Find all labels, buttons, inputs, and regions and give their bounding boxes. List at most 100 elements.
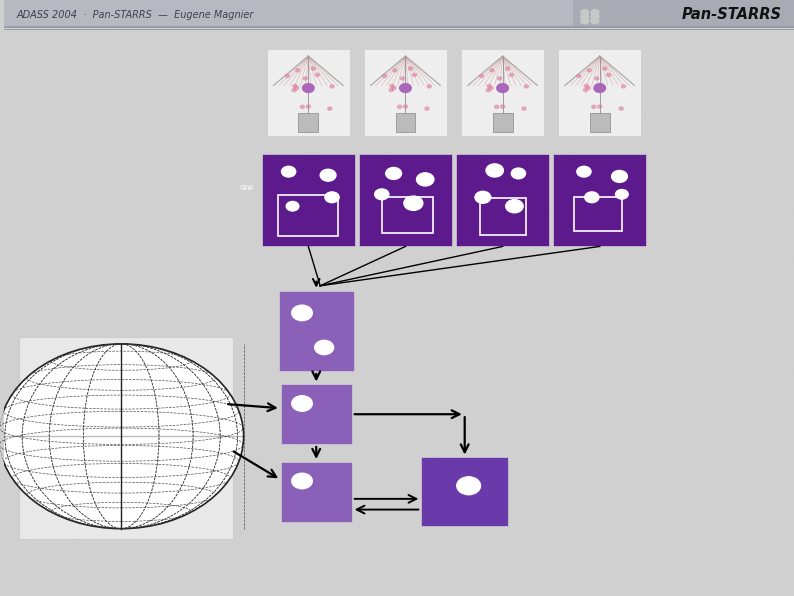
Circle shape xyxy=(489,86,493,89)
Circle shape xyxy=(457,477,480,495)
Circle shape xyxy=(417,173,434,186)
Text: raw: raw xyxy=(240,183,254,193)
Circle shape xyxy=(300,105,304,108)
Circle shape xyxy=(619,107,623,110)
Circle shape xyxy=(386,167,402,179)
Bar xyxy=(573,0,794,26)
Circle shape xyxy=(487,85,491,88)
Circle shape xyxy=(403,105,407,108)
Circle shape xyxy=(584,192,599,203)
Circle shape xyxy=(0,344,244,529)
Bar xyxy=(553,154,646,247)
Bar xyxy=(382,197,433,233)
Bar xyxy=(492,113,513,132)
Bar xyxy=(480,198,526,235)
Bar xyxy=(558,49,642,136)
Circle shape xyxy=(591,14,599,20)
Bar xyxy=(590,113,610,132)
Circle shape xyxy=(393,69,397,72)
Circle shape xyxy=(584,85,588,88)
Circle shape xyxy=(580,14,588,20)
Circle shape xyxy=(607,73,611,76)
Bar xyxy=(4,0,794,26)
Circle shape xyxy=(497,83,508,92)
Circle shape xyxy=(291,473,312,489)
Bar xyxy=(575,197,622,231)
Bar xyxy=(461,49,544,136)
Circle shape xyxy=(400,77,404,80)
Circle shape xyxy=(399,83,411,92)
Circle shape xyxy=(591,18,599,24)
Circle shape xyxy=(383,74,387,77)
Circle shape xyxy=(622,85,626,88)
Circle shape xyxy=(320,169,336,181)
Bar xyxy=(422,458,508,526)
Circle shape xyxy=(315,73,319,76)
Circle shape xyxy=(584,89,588,92)
Circle shape xyxy=(295,69,300,72)
Circle shape xyxy=(306,105,310,108)
Circle shape xyxy=(603,67,607,70)
Bar xyxy=(359,154,452,247)
Circle shape xyxy=(282,166,295,177)
Circle shape xyxy=(390,85,394,88)
Circle shape xyxy=(510,73,514,76)
Circle shape xyxy=(506,200,523,213)
Circle shape xyxy=(398,105,402,108)
Circle shape xyxy=(328,107,332,110)
Circle shape xyxy=(330,85,334,88)
Bar xyxy=(279,195,338,236)
Bar xyxy=(395,113,415,132)
Circle shape xyxy=(615,190,628,199)
Circle shape xyxy=(576,166,591,177)
Bar xyxy=(18,337,233,539)
Bar xyxy=(281,384,352,444)
Circle shape xyxy=(522,107,526,110)
Circle shape xyxy=(311,67,315,70)
Circle shape xyxy=(495,105,499,108)
Circle shape xyxy=(286,201,299,211)
Circle shape xyxy=(404,196,423,210)
Circle shape xyxy=(524,85,529,88)
Circle shape xyxy=(295,86,299,89)
Circle shape xyxy=(486,164,503,177)
Circle shape xyxy=(490,69,494,72)
Circle shape xyxy=(285,74,289,77)
Circle shape xyxy=(591,10,599,15)
Bar xyxy=(364,49,447,136)
Circle shape xyxy=(580,10,588,15)
Circle shape xyxy=(500,105,505,108)
Circle shape xyxy=(392,86,396,89)
Circle shape xyxy=(291,396,312,411)
Bar xyxy=(279,291,354,371)
Circle shape xyxy=(580,18,588,24)
Circle shape xyxy=(498,77,502,80)
Circle shape xyxy=(586,86,590,89)
Text: ADASS 2004  ·  Pan-STARRS  —  Eugene Magnier: ADASS 2004 · Pan-STARRS — Eugene Magnier xyxy=(16,10,253,20)
Text: Pan-STARRS: Pan-STARRS xyxy=(682,7,782,22)
Circle shape xyxy=(611,170,627,182)
Circle shape xyxy=(486,89,491,92)
Circle shape xyxy=(291,305,312,321)
Circle shape xyxy=(598,105,602,108)
Circle shape xyxy=(595,77,599,80)
Circle shape xyxy=(292,89,296,92)
Circle shape xyxy=(576,74,580,77)
Circle shape xyxy=(480,74,484,77)
Circle shape xyxy=(408,67,413,70)
Bar xyxy=(456,154,549,247)
Circle shape xyxy=(412,73,417,76)
Circle shape xyxy=(375,189,389,200)
Circle shape xyxy=(425,107,429,110)
Circle shape xyxy=(594,83,606,92)
Circle shape xyxy=(427,85,431,88)
Circle shape xyxy=(325,192,339,203)
Bar xyxy=(267,49,350,136)
Circle shape xyxy=(314,340,333,355)
Circle shape xyxy=(303,77,307,80)
Bar xyxy=(262,154,355,247)
Circle shape xyxy=(506,67,510,70)
Circle shape xyxy=(587,69,592,72)
Circle shape xyxy=(592,105,596,108)
Bar xyxy=(299,113,318,132)
